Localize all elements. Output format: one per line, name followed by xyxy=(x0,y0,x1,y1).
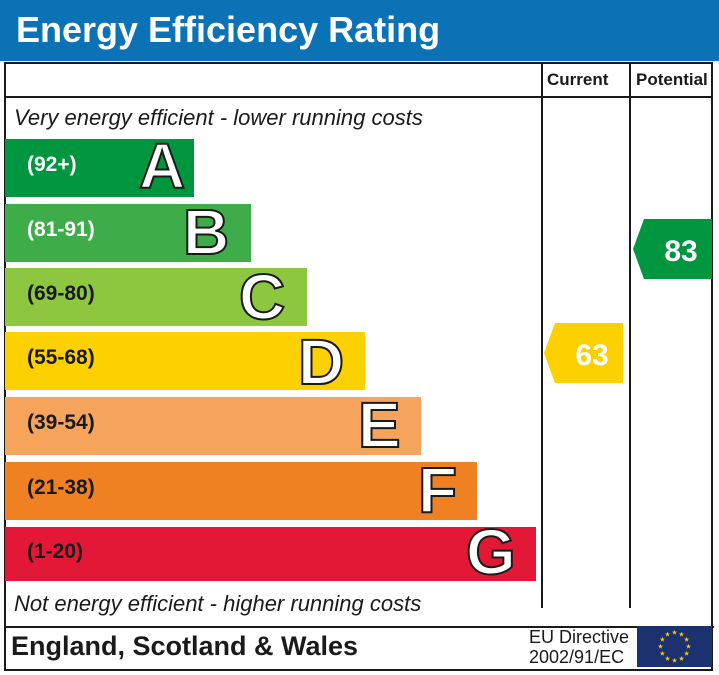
svg-text:83: 83 xyxy=(664,235,697,268)
svg-text:63: 63 xyxy=(575,339,608,372)
